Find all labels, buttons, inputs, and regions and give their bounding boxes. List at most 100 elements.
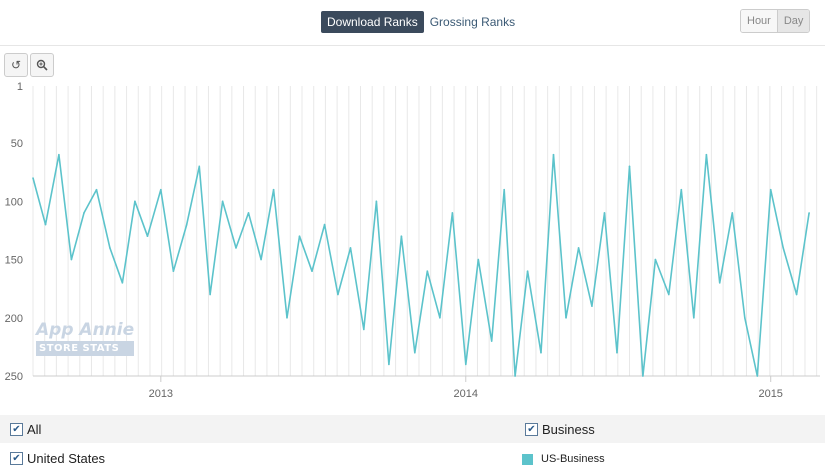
data-point: [83, 212, 85, 214]
data-point: [439, 316, 441, 319]
data-point: [654, 258, 657, 261]
filter-row-2: ✔ United States US-Business: [0, 444, 825, 474]
header-divider: [0, 45, 825, 46]
filter-all-label: All: [27, 422, 42, 437]
data-point: [718, 282, 721, 284]
y-tick-label: 1: [17, 81, 23, 93]
hour-button[interactable]: Hour: [741, 10, 777, 32]
data-point: [121, 282, 124, 284]
data-point: [375, 200, 378, 203]
data-point: [247, 212, 250, 214]
data-point: [477, 258, 480, 261]
watermark-line1: App Annie: [36, 320, 135, 340]
x-axis: 2013 2014 2015: [149, 376, 783, 400]
data-point: [311, 270, 313, 272]
data-point: [363, 328, 365, 331]
data-point: [185, 223, 188, 226]
data-point: [680, 188, 683, 191]
series-points: [32, 153, 810, 377]
checkbox-checked-icon: ✔: [10, 423, 23, 436]
y-tick-label: 250: [5, 371, 23, 383]
data-point: [198, 165, 201, 168]
tab-download-ranks[interactable]: Download Ranks: [321, 11, 424, 33]
data-point: [693, 316, 695, 319]
data-point: [95, 188, 98, 191]
x-tick-label: 2013: [149, 388, 173, 400]
data-point: [731, 212, 734, 214]
data-point: [260, 258, 262, 261]
filter-row-1: ✔ All ✔ Business: [0, 415, 825, 443]
data-point: [503, 188, 505, 191]
legend-series-us-business[interactable]: US-Business: [522, 453, 605, 465]
granularity-toggle: Hour Day: [740, 9, 811, 33]
data-point: [451, 212, 454, 214]
data-point: [235, 247, 237, 249]
data-point: [795, 293, 798, 296]
data-point: [337, 293, 339, 296]
data-point: [540, 351, 542, 354]
data-point: [160, 188, 162, 191]
data-point: [552, 153, 555, 156]
data-point: [565, 316, 567, 319]
y-tick-label: 50: [11, 138, 23, 150]
data-point: [808, 212, 810, 214]
chart-grid: [32, 86, 820, 377]
checkbox-checked-icon: ✔: [525, 423, 538, 436]
data-point: [134, 200, 136, 203]
data-point: [298, 235, 301, 238]
data-point: [109, 247, 111, 249]
series-line-us-business: [32, 153, 810, 377]
filter-all-checkbox[interactable]: ✔ All: [10, 422, 41, 437]
data-point: [603, 212, 606, 214]
data-point: [323, 223, 326, 226]
data-point: [44, 223, 47, 226]
data-point: [349, 247, 352, 249]
zoom-icon: [36, 59, 48, 71]
reset-zoom-button[interactable]: ↺: [4, 53, 28, 77]
data-point: [628, 165, 631, 168]
x-tick-label: 2014: [454, 388, 478, 400]
data-point: [514, 375, 516, 377]
data-point: [577, 247, 580, 249]
data-point: [526, 270, 529, 272]
x-tick-label: 2015: [758, 388, 782, 400]
rank-type-tabs: Download Ranks Grossing Ranks: [321, 11, 521, 33]
data-point: [209, 293, 211, 296]
filter-country-label: United States: [27, 451, 106, 466]
data-point: [58, 153, 60, 156]
data-point: [782, 247, 785, 249]
series-label: US-Business: [541, 453, 605, 465]
data-point: [744, 316, 746, 319]
data-point: [400, 235, 403, 238]
data-point: [414, 351, 416, 354]
tab-grossing-ranks[interactable]: Grossing Ranks: [429, 15, 516, 29]
filter-category-checkbox[interactable]: ✔ Business: [525, 422, 595, 437]
data-point: [490, 340, 493, 342]
data-point: [286, 316, 288, 319]
y-tick-label: 100: [5, 196, 23, 208]
data-point: [172, 270, 175, 272]
data-point: [426, 270, 429, 272]
watermark-line2: STORE STATS: [36, 341, 135, 356]
data-point: [464, 363, 467, 366]
data-point: [70, 258, 73, 261]
y-tick-label: 150: [5, 255, 23, 267]
day-button[interactable]: Day: [776, 10, 810, 32]
data-point: [769, 188, 772, 191]
data-point: [388, 363, 390, 366]
data-point: [616, 351, 618, 354]
checkbox-checked-icon: ✔: [10, 452, 23, 465]
filter-category-label: Business: [542, 422, 595, 437]
zoom-button[interactable]: [30, 53, 54, 77]
data-point: [756, 375, 759, 377]
data-point: [642, 375, 644, 377]
data-point: [272, 188, 275, 191]
filter-country-checkbox[interactable]: ✔ United States: [10, 451, 105, 466]
series-swatch: [522, 453, 533, 465]
data-point: [705, 153, 708, 156]
data-point: [146, 235, 149, 238]
data-point: [32, 177, 34, 179]
app-annie-watermark: App Annie STORE STATS: [36, 320, 135, 356]
reset-icon: ↺: [10, 58, 22, 72]
